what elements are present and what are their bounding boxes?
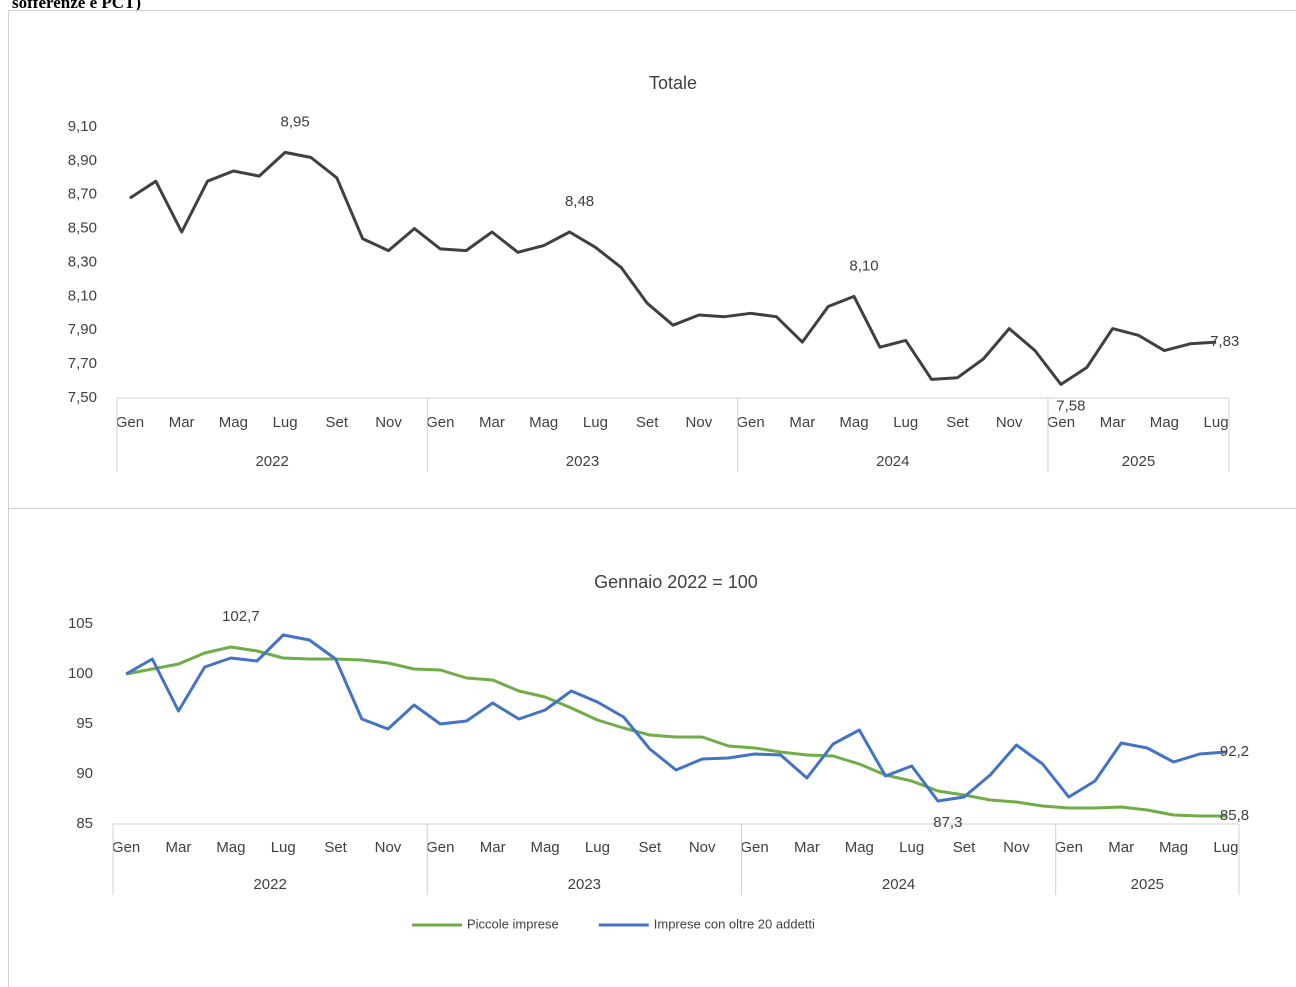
x-tick-label: Nov (686, 414, 713, 431)
x-tick-label: Mar (480, 839, 506, 856)
x-tick-label: Mag (1150, 414, 1179, 431)
y-tick-label: 90 (76, 765, 93, 782)
x-tick-label: Gen (1047, 414, 1075, 431)
x-tick-label: Lug (271, 839, 296, 856)
y-tick-label: 8,50 (68, 220, 97, 237)
legend-label: Piccole imprese (467, 916, 559, 931)
x-group-label: 2022 (255, 453, 288, 470)
y-tick-label: 8,70 (68, 186, 97, 203)
data-label: 92,2 (1220, 743, 1249, 760)
x-tick-label: Set (326, 414, 349, 431)
x-tick-label: Nov (996, 414, 1023, 431)
chart-title: Totale (649, 73, 697, 93)
data-label: 87,3 (933, 814, 962, 831)
header-text: sofferenze e PCT) (12, 0, 141, 12)
x-tick-label: Set (636, 414, 659, 431)
x-tick-label: Mag (529, 414, 558, 431)
x-tick-label: Nov (1003, 839, 1030, 856)
data-label: 7,83 (1210, 333, 1239, 350)
x-tick-label: Gen (426, 839, 454, 856)
x-tick-label: Gen (112, 839, 140, 856)
series-line (125, 645, 1226, 818)
y-tick-label: 105 (68, 615, 93, 632)
chart-frame (8, 10, 1296, 987)
x-tick-label: Nov (375, 839, 402, 856)
data-label: 85,8 (1220, 807, 1249, 824)
x-tick-label: Set (639, 839, 662, 856)
x-tick-label: Gen (736, 414, 764, 431)
y-tick-label: 7,50 (68, 389, 97, 406)
data-label: 8,95 (280, 113, 309, 130)
x-tick-label: Mar (169, 414, 195, 431)
x-tick-label: Mag (845, 839, 874, 856)
x-tick-label: Mar (789, 414, 815, 431)
y-tick-label: 7,70 (68, 355, 97, 372)
data-label: 102,7 (222, 608, 260, 625)
x-tick-label: Lug (1204, 414, 1229, 431)
x-tick-label: Mar (1108, 839, 1134, 856)
x-tick-label: Mag (219, 414, 248, 431)
x-tick-label: Mar (794, 839, 820, 856)
x-group-label: 2025 (1122, 453, 1155, 470)
x-tick-label: Mar (166, 839, 192, 856)
y-tick-label: 9,10 (68, 118, 97, 135)
x-tick-label: Mag (216, 839, 245, 856)
x-group-label: 2025 (1131, 876, 1164, 893)
y-tick-label: 100 (68, 665, 93, 682)
data-label: 8,48 (565, 193, 594, 210)
x-tick-label: Lug (899, 839, 924, 856)
x-tick-label: Lug (893, 414, 918, 431)
x-tick-label: Set (953, 839, 976, 856)
x-tick-label: Mag (1159, 839, 1188, 856)
x-tick-label: Lug (1213, 839, 1238, 856)
x-tick-label: Set (946, 414, 969, 431)
chart-title: Gennaio 2022 = 100 (594, 572, 758, 592)
x-tick-label: Nov (375, 414, 402, 431)
x-tick-label: Gen (1055, 839, 1083, 856)
x-tick-label: Nov (689, 839, 716, 856)
y-tick-label: 8,90 (68, 152, 97, 169)
series-line (129, 150, 1217, 386)
data-label: 8,10 (849, 257, 878, 274)
x-tick-label: Lug (273, 414, 298, 431)
x-tick-label: Lug (583, 414, 608, 431)
legend-label: Imprese con oltre 20 addetti (654, 916, 815, 931)
y-tick-label: 8,10 (68, 287, 97, 304)
series-line (125, 633, 1227, 803)
x-group-label: 2024 (876, 453, 909, 470)
x-tick-label: Mag (530, 839, 559, 856)
x-tick-label: Mar (1100, 414, 1126, 431)
x-tick-label: Mag (839, 414, 868, 431)
x-tick-label: Gen (116, 414, 144, 431)
y-tick-label: 95 (76, 715, 93, 732)
x-tick-label: Set (324, 839, 347, 856)
y-tick-label: 7,90 (68, 321, 97, 338)
x-tick-label: Gen (426, 414, 454, 431)
y-tick-label: 8,30 (68, 253, 97, 270)
x-tick-label: Gen (740, 839, 768, 856)
y-tick-label: 85 (76, 815, 93, 832)
x-tick-label: Lug (585, 839, 610, 856)
x-group-label: 2022 (253, 876, 286, 893)
x-tick-label: Mar (479, 414, 505, 431)
data-label: 7,58 (1056, 397, 1085, 414)
x-group-label: 2023 (566, 453, 599, 470)
x-group-label: 2023 (568, 876, 601, 893)
x-group-label: 2024 (882, 876, 915, 893)
